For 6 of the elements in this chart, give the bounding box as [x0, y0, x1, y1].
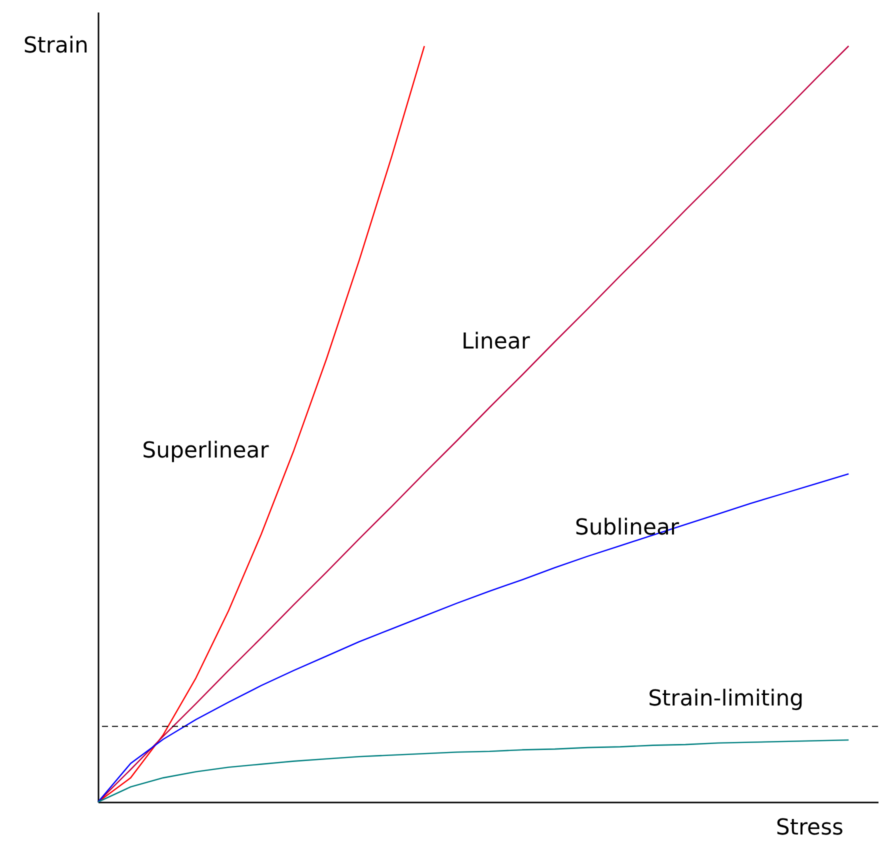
series-label: Linear — [462, 330, 531, 355]
series-label: Superlinear — [142, 438, 270, 464]
y-axis-title: Strain — [23, 34, 88, 58]
x-axis-title: Stress — [776, 816, 844, 840]
ref-line-label: Strain-limiting — [648, 686, 804, 712]
series-label: Sublinear — [574, 516, 680, 541]
